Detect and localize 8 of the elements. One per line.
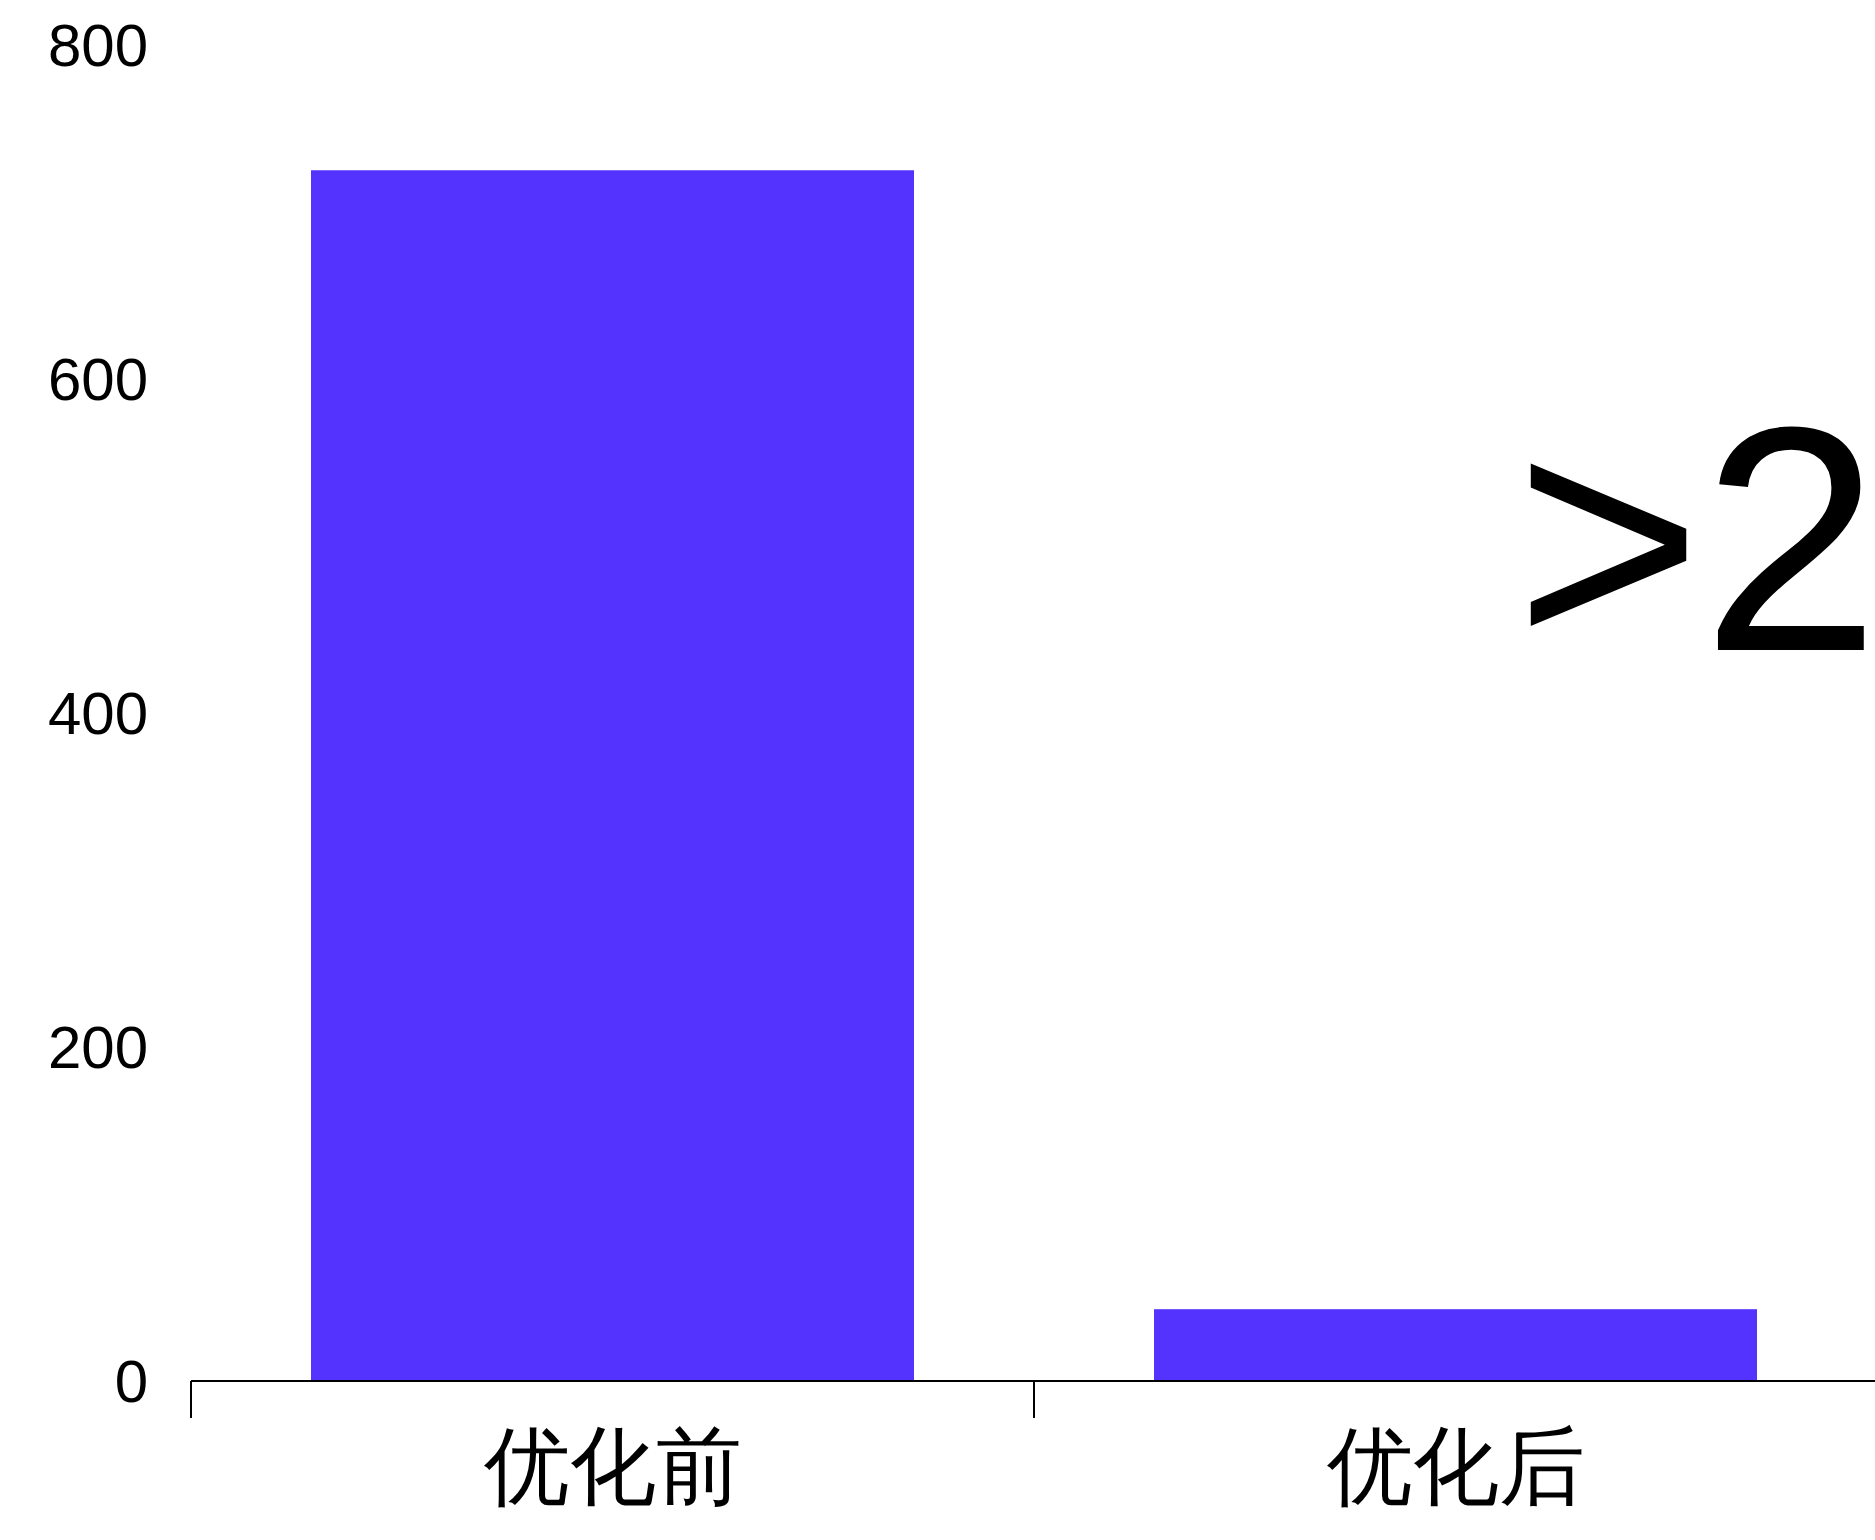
y-tick-label: 400 — [47, 679, 148, 747]
y-tick-label: 800 — [47, 11, 148, 79]
x-tick-label: 优化前 — [483, 1416, 742, 1516]
y-tick-label: 600 — [47, 345, 148, 413]
y-tick-label: 0 — [114, 1347, 148, 1415]
annotation: >2 — [1515, 360, 1875, 718]
x-tick-label: 优化后 — [1326, 1416, 1585, 1516]
y-tick-label: 200 — [47, 1013, 148, 1081]
